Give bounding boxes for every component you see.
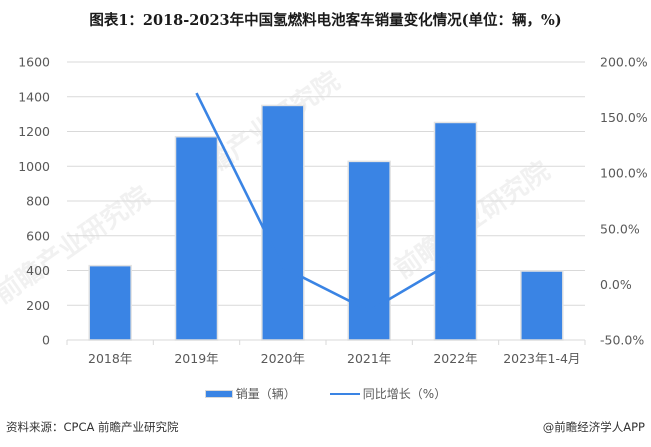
legend-label-growth: 同比增长（%） [362,387,447,401]
legend-item-growth[interactable]: 同比增长（%） [329,385,447,402]
x-tick-label: 2021年 [347,351,391,366]
x-axis: 2018年 2019年 2020年 2021年 2022年 2023年1-4月 [66,339,586,366]
left-tick-label: 1000 [18,159,50,174]
right-tick-label: 0.0% [600,277,632,292]
x-tick-label: 2019年 [174,351,218,366]
left-tick-label: 1400 [18,89,50,104]
legend: 销量（辆） 同比增长（%） [0,385,651,402]
footer: 资料来源：CPCA 前瞻产业研究院 @前瞻经济学人APP [6,419,645,435]
chart-title: 图表1：2018-2023年中国氢燃料电池客车销量变化情况(单位：辆，%) [89,12,562,29]
right-tick-label: -50.0% [600,333,644,348]
legend-item-sales[interactable]: 销量（辆） [204,385,296,402]
x-tick-label: 2020年 [261,351,305,366]
bar[interactable] [174,135,219,341]
left-tick-label: 200 [26,298,50,313]
growth-line[interactable] [195,92,457,313]
left-tick-label: 1200 [18,124,50,139]
bar[interactable] [88,264,132,341]
left-axis-labels: 0 200 400 600 800 1000 1200 1400 1600 [18,55,50,348]
gridlines [67,61,585,306]
chart-canvas: 0 200 400 600 800 1000 1200 1400 1600 -50.0% 0.0%… [18,55,648,367]
source-note: 资料来源：CPCA 前瞻产业研究院 [6,420,179,434]
bar[interactable] [261,104,305,341]
line-swatch-icon [329,392,360,395]
right-tick-label: 100.0% [600,166,648,181]
right-tick-label: 200.0% [600,55,648,70]
credit-note: @前瞻经济学人APP [542,420,645,434]
left-tick-label: 0 [42,333,50,348]
x-tick-label: 2018年 [88,351,132,366]
bar[interactable] [347,160,391,341]
bar[interactable] [433,121,478,341]
left-tick-label: 800 [26,194,50,209]
left-tick-label: 600 [26,228,50,243]
line-series [195,92,457,313]
right-tick-label: 150.0% [600,110,648,125]
left-tick-label: 1600 [18,55,50,70]
bar-swatch-icon [204,389,233,398]
bar[interactable] [520,270,564,341]
right-axis-labels: -50.0% 0.0% 50.0% 100.0% 150.0% 200.0% [600,55,648,348]
x-tick-label: 2023年1-4月 [503,351,580,366]
right-tick-label: 50.0% [600,221,640,236]
left-tick-label: 400 [26,263,50,278]
x-tick-label: 2022年 [433,351,477,366]
legend-label-sales: 销量（辆） [235,387,296,401]
